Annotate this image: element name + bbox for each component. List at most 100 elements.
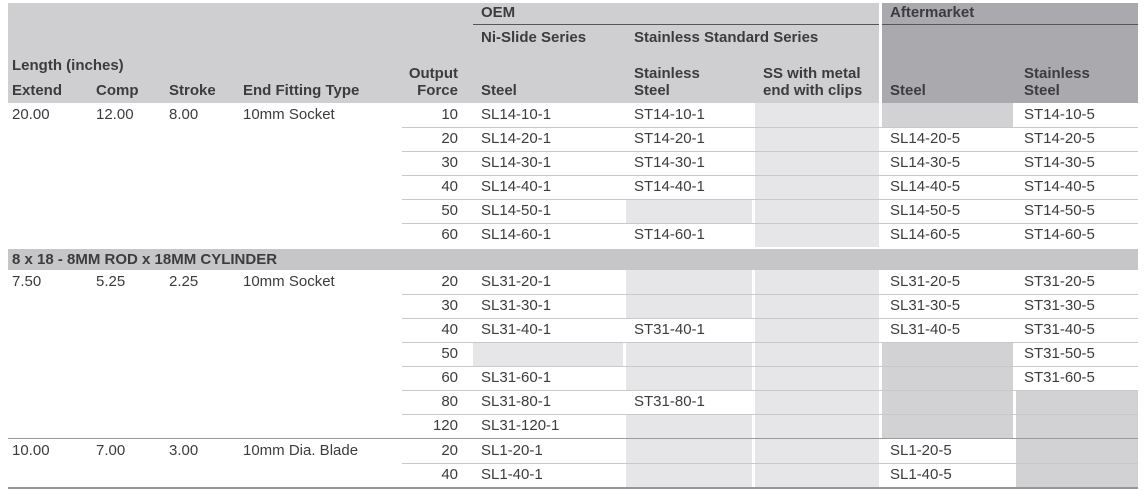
column-header-extend: Extend	[12, 82, 63, 100]
table-row: 30 SL14-30-1 ST14-30-1 SL14-30-5 ST14-30-5	[8, 151, 1138, 175]
table-row: 120 SL31-120-1	[8, 414, 1138, 438]
cell-oem-ss	[626, 439, 752, 463]
table-row: 50 ST31-50-5	[8, 342, 1138, 366]
cell-am-ss: ST31-20-5	[1024, 273, 1095, 290]
cell-am-steel: SL14-60-5	[890, 226, 961, 243]
column-group-aftermarket: Aftermarket	[882, 3, 1138, 25]
cell-am-ss: ST14-20-5	[1024, 130, 1095, 147]
column-header-aftermarket-steel: Steel	[890, 82, 926, 100]
table-bottom-rule	[8, 487, 1138, 489]
cell-extend: 10.00	[12, 442, 50, 459]
cell-am-steel: SL31-40-5	[890, 321, 961, 338]
table-row: 40 SL1-40-1 SL1-40-5	[8, 463, 1138, 487]
cell-oem-ss	[626, 294, 752, 318]
cell-extend	[8, 318, 89, 342]
cell-oem-steel	[473, 342, 623, 366]
cell-oem-steel: SL31-120-1	[481, 417, 560, 434]
column-header-aftermarket-stainless-steel: Stainless Steel	[1024, 65, 1090, 100]
cell-am-steel: SL14-40-5	[890, 178, 961, 195]
cell-comp	[92, 223, 162, 247]
cell-comp	[92, 199, 162, 223]
cell-am-steel: SL31-20-5	[890, 273, 961, 290]
table-row: 40 SL14-40-1 ST14-40-1 SL14-40-5 ST14-40-5	[8, 175, 1138, 199]
column-group-stainless-standard-series: Stainless Standard Series	[634, 28, 819, 46]
cell-oem-ss: ST14-60-1	[634, 226, 705, 243]
cell-extend: 20.00	[12, 106, 50, 123]
cell-end-fitting-type	[239, 294, 399, 318]
column-header-comp: Comp	[96, 82, 139, 100]
table-row: 7.50 5.25 2.25 10mm Socket 20 SL31-20-1 SL31-2…	[8, 270, 1138, 294]
cell-comp	[92, 294, 162, 318]
cell-comp	[92, 342, 162, 366]
cell-oem-steel: SL31-40-1	[481, 321, 552, 338]
cell-comp: 5.25	[96, 273, 126, 290]
cell-comp	[92, 127, 162, 151]
table-row: 20 SL14-20-1 ST14-20-1 SL14-20-5 ST14-20-5	[8, 127, 1138, 151]
cell-oem-steel: SL31-80-1	[481, 393, 552, 410]
cell-end-fitting-type	[239, 127, 399, 151]
column-header-oem-steel: Steel	[481, 82, 517, 100]
cell-end-fitting-type: 10mm Socket	[243, 106, 335, 123]
cell-clips	[755, 223, 879, 247]
cell-output-force: 30	[441, 297, 458, 314]
cell-am-ss: ST14-30-5	[1024, 154, 1095, 171]
cell-oem-ss: ST31-80-1	[634, 393, 705, 410]
cell-am-steel	[882, 103, 1013, 127]
cell-am-ss: ST31-40-5	[1024, 321, 1095, 338]
cell-end-fitting-type	[239, 199, 399, 223]
cell-stroke: 8.00	[169, 106, 199, 123]
cell-output-force: 50	[441, 345, 458, 362]
header-background	[8, 3, 879, 103]
cell-clips	[755, 103, 879, 127]
cell-am-ss: ST14-60-5	[1024, 226, 1095, 243]
cell-am-steel	[882, 342, 1013, 366]
cell-am-steel: SL1-20-5	[890, 442, 952, 459]
cell-end-fitting-type	[239, 342, 399, 366]
cell-am-ss	[1016, 390, 1138, 414]
cell-end-fitting-type	[239, 366, 399, 390]
cell-am-steel: SL31-30-5	[890, 297, 961, 314]
cell-output-force: 40	[441, 178, 458, 195]
cell-oem-ss	[626, 414, 752, 438]
column-header-oem-stainless-steel: Stainless Steel	[634, 65, 700, 100]
cell-extend	[8, 463, 89, 487]
cell-stroke	[165, 199, 236, 223]
oem-label: OEM	[481, 4, 516, 22]
cell-oem-steel: SL31-30-1	[481, 297, 552, 314]
cell-am-ss	[1016, 463, 1138, 487]
column-group-oem: OEM	[473, 3, 879, 25]
cell-extend	[8, 390, 89, 414]
length-inches-label: Length (inches)	[12, 57, 124, 75]
cell-clips	[755, 199, 879, 223]
cell-am-steel: SL14-50-5	[890, 202, 961, 219]
cell-clips	[755, 175, 879, 199]
cell-comp	[92, 390, 162, 414]
cell-output-force: 80	[441, 393, 458, 410]
cell-comp	[92, 175, 162, 199]
cell-oem-ss	[626, 342, 752, 366]
cell-stroke	[165, 127, 236, 151]
group-separator	[8, 438, 1138, 439]
cell-clips	[755, 270, 879, 294]
cell-extend: 7.50	[12, 273, 42, 290]
cell-extend	[8, 366, 89, 390]
cell-comp	[92, 366, 162, 390]
cell-end-fitting-type	[239, 175, 399, 199]
cell-oem-steel: SL14-10-1	[481, 106, 552, 123]
cell-stroke	[165, 318, 236, 342]
cell-output-force: 20	[441, 273, 458, 290]
table-body: 20.00 12.00 8.00 10mm Socket 10 SL14-10-1 ST14…	[8, 103, 1138, 487]
cell-extend	[8, 175, 89, 199]
cell-output-force: 20	[441, 442, 458, 459]
cell-am-ss: ST31-50-5	[1024, 345, 1095, 362]
section-band: 8 x 18 - 8MM ROD x 18MM CYLINDER	[8, 249, 1138, 270]
cell-clips	[755, 463, 879, 487]
cell-stroke: 2.25	[169, 273, 199, 290]
cell-end-fitting-type	[239, 223, 399, 247]
cell-end-fitting-type	[239, 318, 399, 342]
table-row: 80 SL31-80-1 ST31-80-1	[8, 390, 1138, 414]
cell-oem-steel: SL14-40-1	[481, 178, 552, 195]
cell-stroke	[165, 414, 236, 438]
table-row: 40 SL31-40-1 ST31-40-1 SL31-40-5 ST31-40-5	[8, 318, 1138, 342]
cell-output-force: 20	[441, 130, 458, 147]
